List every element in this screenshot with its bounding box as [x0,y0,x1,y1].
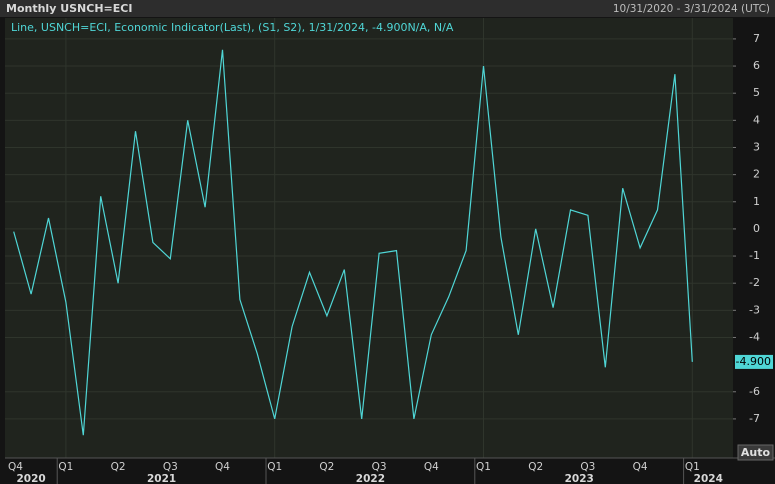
header-range: 10/31/2020 - 3/31/2024 (UTC) [613,3,770,15]
x-tick-label: Q2 [528,461,543,473]
plot-area [5,18,733,458]
y-tick-label: 7 [753,32,760,45]
x-tick-label: Q4 [215,461,230,473]
x-tick-label: Q2 [111,461,126,473]
y-tick-label: 1 [753,195,760,208]
y-tick-label: -4 [749,330,760,343]
y-tick-label: 6 [753,59,760,72]
x-tick-label: Q1 [58,461,73,473]
x-tick-label: Q4 [633,461,648,473]
y-tick-label: 4 [753,113,760,126]
y-tick-label: 0 [753,222,760,235]
year-label: 2023 [565,473,594,484]
y-axis-area [733,18,775,458]
y-tick-label: 2 [753,168,760,181]
x-tick-label: Q2 [319,461,334,473]
x-tick-label: Q1 [476,461,491,473]
year-label: 2024 [694,473,723,484]
last-value-box [735,354,773,369]
y-tick-label: -3 [749,303,760,316]
y-tick-label: 3 [753,140,760,153]
year-label: 2022 [356,473,385,484]
auto-button[interactable]: Auto [737,444,774,461]
header-bar [0,0,775,17]
x-tick-label: Q3 [580,461,595,473]
data-line [13,49,693,436]
x-tick-label: Q3 [163,461,178,473]
year-label: 2021 [147,473,176,484]
y-tick-label: -2 [749,276,760,289]
y-tick-label: -1 [749,249,760,262]
x-tick-label: Q4 [8,461,23,473]
header-title: Monthly USNCH=ECI [6,2,132,15]
legend: Line, USNCH=ECI, Economic Indicator(Last… [11,21,454,34]
auto-button-label[interactable]: Auto [741,446,771,459]
y-tick-label: -6 [749,385,760,398]
x-tick-label: Q3 [372,461,387,473]
auto-button-box[interactable] [737,444,774,461]
x-tick-label: Q1 [685,461,700,473]
y-tick-label: 5 [753,86,760,99]
year-label: 2020 [16,473,45,484]
last-value-label: -4.900 [736,355,771,368]
x-tick-label: Q1 [267,461,282,473]
y-tick-label: -7 [749,412,760,425]
x-tick-label: Q4 [424,461,439,473]
